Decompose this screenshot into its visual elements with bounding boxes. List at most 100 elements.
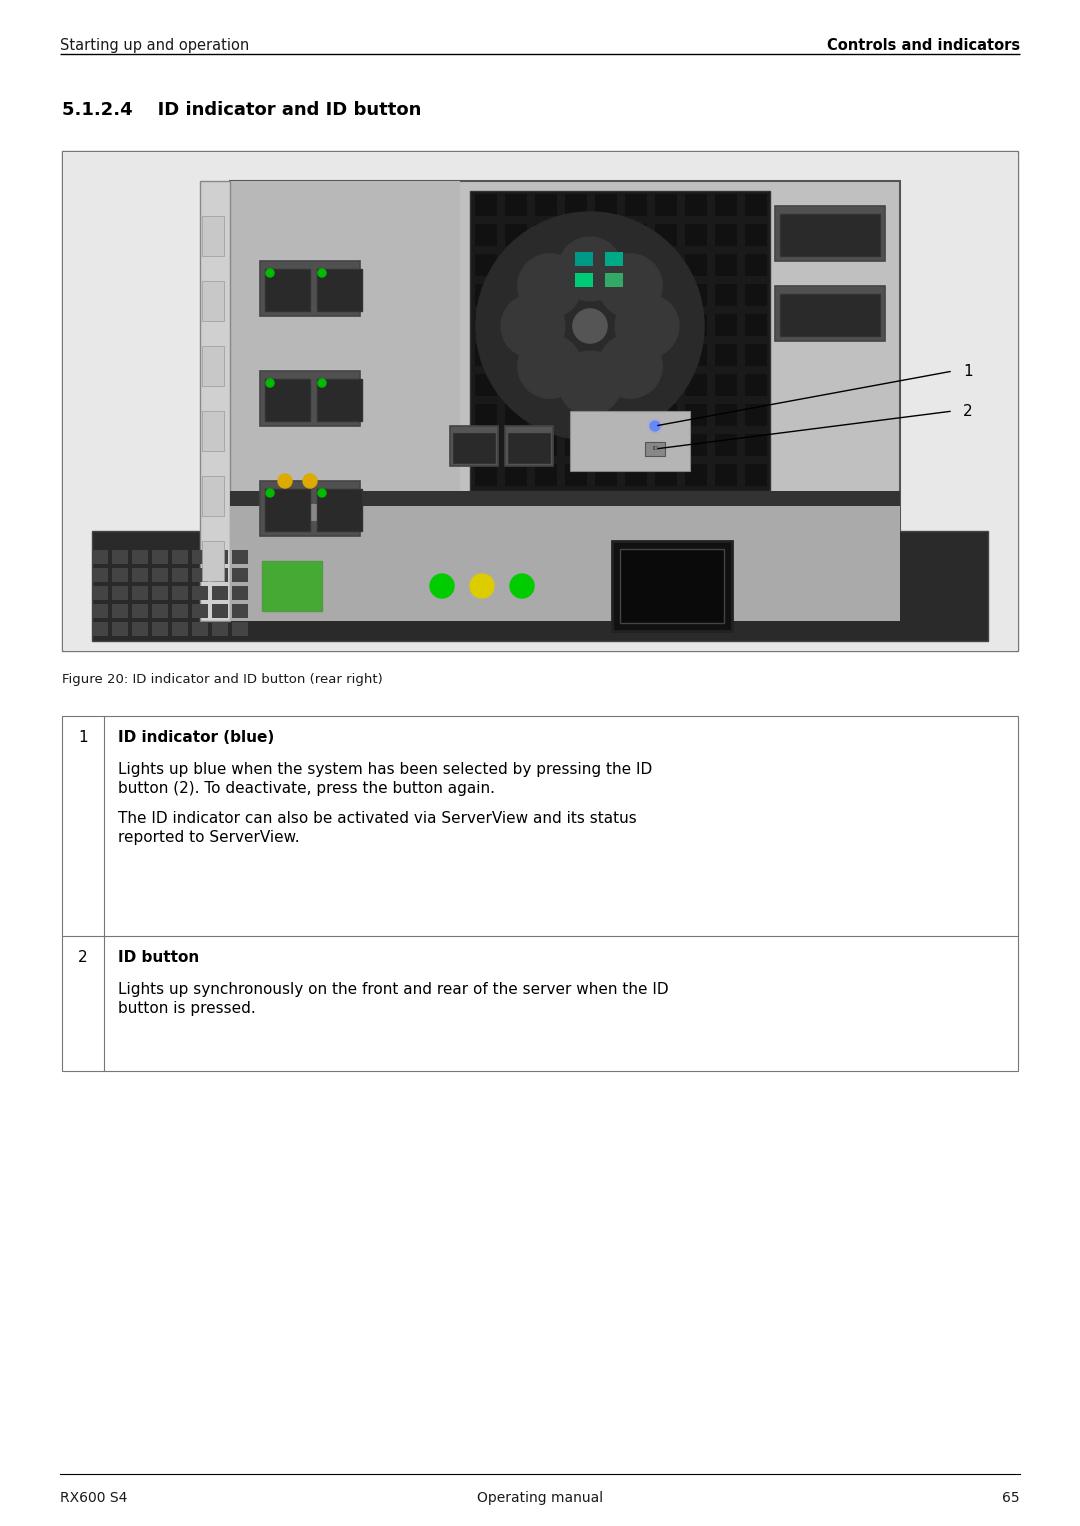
Bar — [230, 491, 900, 507]
Bar — [625, 343, 647, 366]
Bar — [645, 443, 665, 456]
Bar — [172, 586, 188, 600]
Bar — [575, 252, 593, 266]
Bar — [654, 343, 677, 366]
Bar — [192, 623, 208, 636]
Bar — [565, 464, 588, 485]
Bar — [92, 586, 108, 600]
Circle shape — [517, 253, 582, 317]
Bar — [625, 194, 647, 217]
Bar — [212, 568, 228, 581]
Bar — [715, 224, 737, 246]
Circle shape — [650, 421, 660, 430]
Bar — [265, 269, 310, 311]
Bar — [508, 433, 550, 462]
Bar — [212, 586, 228, 600]
Bar — [595, 224, 617, 246]
Bar — [654, 253, 677, 276]
Bar — [745, 224, 767, 246]
Bar — [745, 284, 767, 307]
Bar — [232, 568, 248, 581]
Bar — [172, 604, 188, 618]
Bar — [570, 410, 690, 472]
Text: Lights up blue when the system has been selected by pressing the ID: Lights up blue when the system has been … — [118, 761, 652, 777]
Bar — [715, 343, 737, 366]
Text: 2: 2 — [78, 951, 87, 964]
Circle shape — [266, 378, 274, 388]
Bar — [654, 374, 677, 397]
Bar — [62, 151, 1018, 652]
Bar — [202, 217, 224, 256]
Bar — [260, 481, 360, 536]
Bar — [625, 374, 647, 397]
Text: 2: 2 — [963, 403, 973, 418]
Text: button (2). To deactivate, press the button again.: button (2). To deactivate, press the but… — [118, 781, 495, 797]
Bar — [192, 568, 208, 581]
Bar — [262, 562, 322, 610]
Bar — [654, 194, 677, 217]
Text: 5.1.2.4    ID indicator and ID button: 5.1.2.4 ID indicator and ID button — [62, 101, 421, 119]
Bar — [745, 343, 767, 366]
Bar — [505, 194, 527, 217]
Bar — [260, 261, 360, 316]
Bar — [318, 269, 362, 311]
Bar — [595, 314, 617, 336]
Circle shape — [510, 574, 534, 598]
Bar — [232, 549, 248, 565]
Bar — [505, 374, 527, 397]
Bar — [715, 194, 737, 217]
Bar — [92, 568, 108, 581]
Bar — [62, 716, 1018, 1071]
Bar — [535, 224, 557, 246]
Bar — [535, 404, 557, 426]
Bar — [475, 194, 497, 217]
Bar — [565, 343, 588, 366]
Bar — [318, 488, 362, 531]
Bar — [132, 604, 148, 618]
Bar — [112, 549, 129, 565]
Circle shape — [318, 378, 326, 388]
Bar — [595, 284, 617, 307]
Bar — [212, 549, 228, 565]
Text: Operating manual: Operating manual — [477, 1491, 603, 1505]
Circle shape — [598, 334, 662, 398]
Text: The ID indicator can also be activated via ServerView and its status: The ID indicator can also be activated v… — [118, 812, 637, 827]
Bar — [685, 433, 707, 456]
Bar — [475, 433, 497, 456]
Bar — [685, 224, 707, 246]
Bar — [475, 464, 497, 485]
Bar — [152, 568, 168, 581]
Bar — [475, 374, 497, 397]
Bar — [132, 568, 148, 581]
Text: Starting up and operation: Starting up and operation — [60, 38, 249, 53]
Bar — [132, 586, 148, 600]
Bar — [152, 549, 168, 565]
Bar — [535, 284, 557, 307]
Bar — [654, 404, 677, 426]
Bar — [230, 182, 900, 621]
Bar — [654, 314, 677, 336]
Circle shape — [278, 475, 292, 488]
Bar — [230, 491, 900, 621]
Bar — [202, 476, 224, 516]
Bar — [775, 285, 885, 340]
Bar — [326, 504, 348, 520]
Bar — [475, 343, 497, 366]
Bar — [63, 153, 1017, 650]
Circle shape — [318, 269, 326, 278]
Bar — [172, 549, 188, 565]
Bar — [92, 623, 108, 636]
Bar — [475, 404, 497, 426]
Bar — [535, 194, 557, 217]
Bar — [565, 224, 588, 246]
Bar — [605, 273, 623, 287]
Text: Controls and indicators: Controls and indicators — [827, 38, 1020, 53]
Bar — [595, 253, 617, 276]
Bar — [152, 623, 168, 636]
Bar — [535, 253, 557, 276]
Bar — [535, 314, 557, 336]
Bar — [505, 426, 553, 465]
Bar — [202, 281, 224, 320]
Bar — [565, 433, 588, 456]
Bar — [612, 542, 732, 630]
